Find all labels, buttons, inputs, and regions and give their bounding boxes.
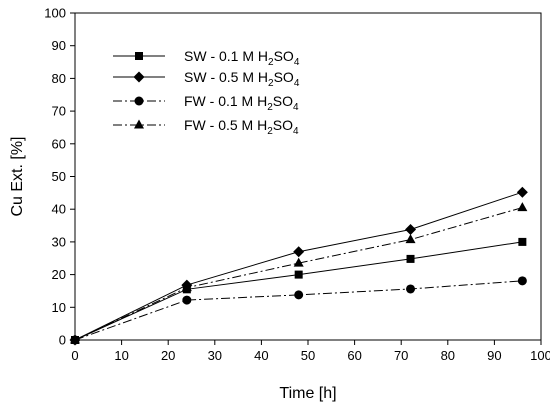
x-tick-label: 70 — [394, 348, 408, 363]
legend-item: FW - 0.5 M H2SO4 — [113, 117, 299, 137]
legend-label-part: SO — [274, 48, 294, 64]
legend-marker — [134, 119, 144, 129]
x-tick-label: 20 — [161, 348, 175, 363]
data-point — [405, 234, 416, 244]
y-tick-label: 10 — [52, 300, 66, 315]
data-point — [406, 284, 416, 294]
data-point — [406, 254, 415, 263]
x-tick-label: 80 — [441, 348, 455, 363]
x-axis-title: Time [h] — [279, 385, 336, 402]
x-tick-label: 50 — [301, 348, 315, 363]
data-point — [182, 295, 192, 305]
series-line — [74, 207, 523, 341]
legend-marker — [134, 96, 144, 106]
y-axis: 0 10 20 30 40 50 60 70 80 90 100 — [44, 6, 75, 348]
data-point — [181, 282, 192, 292]
series-layer — [69, 186, 528, 346]
y-tick-label: 20 — [52, 267, 66, 282]
x-tick-label: 90 — [487, 348, 501, 363]
legend-label-part: 2 — [268, 78, 274, 89]
x-axis: 0 10 20 30 40 50 60 70 80 90 100 — [71, 340, 550, 363]
legend-label-part: FW - 0.1 M H — [184, 93, 267, 109]
data-point — [294, 290, 304, 300]
y-tick-label: 30 — [52, 234, 66, 249]
legend-item: FW - 0.1 M H2SO4 — [113, 93, 299, 113]
legend-label: SW - 0.1 M H2SO4 — [184, 48, 300, 68]
legend-label: SW - 0.5 M H2SO4 — [184, 69, 300, 89]
legend-label-part: 2 — [267, 102, 273, 113]
legend-label-part: 4 — [293, 126, 299, 137]
legend-label-part: SW - 0.1 M H — [184, 48, 268, 64]
legend-label-part: FW - 0.5 M H — [184, 117, 267, 133]
y-tick-label: 50 — [52, 169, 66, 184]
legend-label-part: 2 — [268, 57, 274, 68]
data-point — [517, 202, 528, 212]
y-axis-title: Cu Ext. [%] — [9, 136, 26, 216]
y-tick-label: 0 — [59, 333, 66, 348]
legend-label-part: SO — [274, 69, 294, 85]
legend-item: SW - 0.5 M H2SO4 — [113, 69, 300, 89]
legend-label-part: 4 — [293, 102, 299, 113]
y-tick-label: 90 — [52, 38, 66, 53]
y-tick-label: 40 — [52, 202, 66, 217]
legend-label-part: 4 — [294, 78, 300, 89]
legend-label-part: 4 — [294, 57, 300, 68]
data-point — [517, 276, 527, 286]
legend-label-part: SO — [273, 93, 293, 109]
x-tick-label: 100 — [530, 348, 550, 363]
data-point — [516, 186, 528, 198]
legend-label: FW - 0.5 M H2SO4 — [184, 117, 299, 137]
y-tick-label: 60 — [52, 136, 66, 151]
legend-label: FW - 0.1 M H2SO4 — [184, 93, 299, 113]
legend-label-part: SO — [273, 117, 293, 133]
y-tick-label: 100 — [44, 6, 66, 21]
legend-item: SW - 0.1 M H2SO4 — [113, 48, 300, 68]
x-tick-label: 10 — [114, 348, 128, 363]
data-point — [405, 223, 417, 235]
x-tick-label: 30 — [208, 348, 222, 363]
data-point — [293, 246, 305, 258]
data-point — [518, 237, 527, 246]
legend-label-part: 2 — [267, 126, 273, 137]
legend-label-part: SW - 0.5 M H — [184, 69, 268, 85]
y-tick-label: 70 — [52, 104, 66, 119]
plot-frame — [74, 12, 542, 341]
legend-marker — [133, 71, 145, 83]
data-point — [293, 257, 304, 267]
x-tick-label: 60 — [347, 348, 361, 363]
legend-marker — [135, 52, 143, 60]
data-point — [294, 270, 303, 279]
x-tick-label: 0 — [71, 348, 78, 363]
x-tick-label: 40 — [254, 348, 268, 363]
series-line — [74, 280, 523, 341]
y-tick-label: 80 — [52, 71, 66, 86]
